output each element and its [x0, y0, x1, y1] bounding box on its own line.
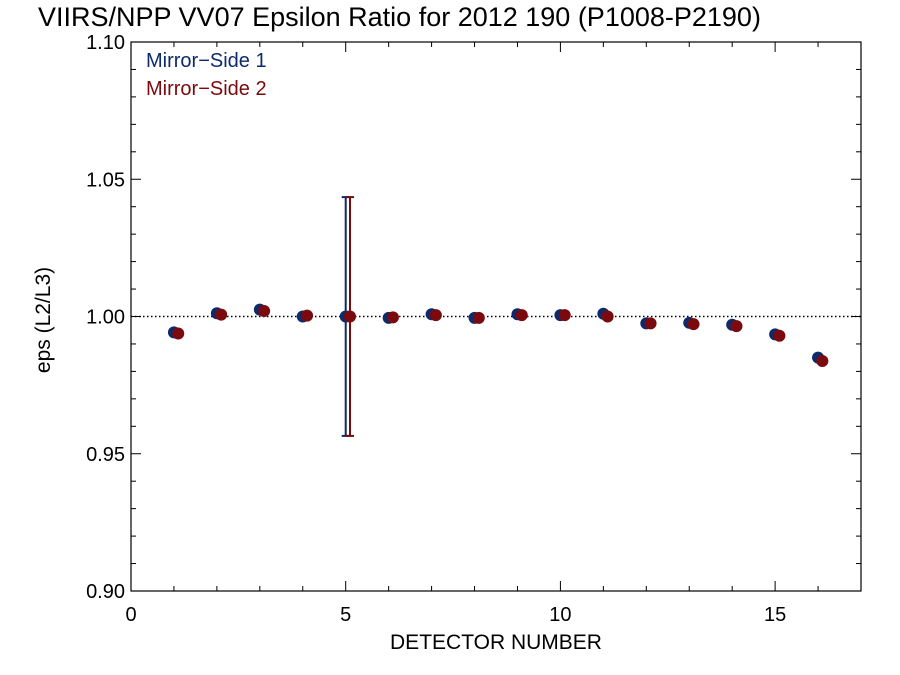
legend-entry: Mirror−Side 2 — [146, 78, 267, 100]
data-point-series-2 — [515, 309, 528, 322]
y-tick-label: 0.95 — [86, 444, 125, 466]
y-tick-label: 0.90 — [86, 581, 125, 603]
data-point-series-2 — [344, 310, 356, 323]
ticks-layer: 0 5 10 15 0.90 0.95 1.00 1.05 1.10 — [86, 32, 862, 626]
data-point-series-2 — [386, 311, 399, 324]
data-point-series-2 — [429, 309, 442, 322]
legend: Mirror−Side 1 Mirror−Side 2 — [146, 50, 267, 100]
y-tick-label: 1.05 — [86, 169, 125, 191]
data-point-series-2 — [773, 329, 786, 342]
data-point-series-2 — [215, 308, 228, 321]
data-point-series-2 — [558, 309, 571, 322]
data-point-series-2 — [172, 327, 185, 340]
points-layer — [167, 303, 829, 367]
data-point-series-2 — [601, 310, 614, 323]
data-point-series-2 — [301, 309, 314, 322]
x-tick-label: 0 — [125, 604, 136, 626]
y-tick-label: 1.00 — [86, 307, 125, 329]
x-axis-label: DETECTOR NUMBER — [390, 631, 602, 654]
chart-title: VIIRS/NPP VV07 Epsilon Ratio for 2012 19… — [38, 2, 761, 32]
x-tick-label: 10 — [549, 604, 571, 626]
plot-frame — [130, 41, 862, 592]
y-tick-label: 1.10 — [86, 32, 125, 54]
data-point-series-2 — [472, 311, 485, 324]
x-tick-label: 15 — [764, 604, 786, 626]
legend-entry: Mirror−Side 1 — [146, 50, 267, 72]
data-point-series-2 — [644, 317, 657, 330]
data-point-series-2 — [258, 305, 271, 318]
data-point-series-2 — [687, 318, 700, 331]
y-axis-label: eps (L2/L3) — [32, 267, 55, 373]
x-tick-label: 5 — [340, 604, 351, 626]
data-point-series-2 — [730, 320, 743, 333]
data-point-series-2 — [816, 354, 829, 367]
